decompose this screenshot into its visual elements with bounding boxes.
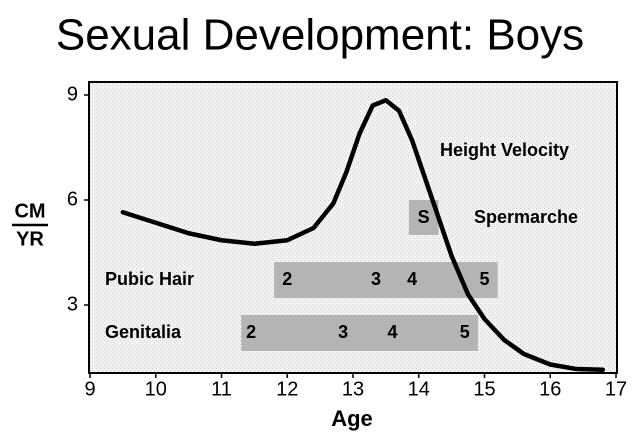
- band-label: Pubic Hair: [105, 269, 194, 289]
- stage-label: 5: [460, 322, 470, 342]
- stage-label: 3: [371, 269, 381, 289]
- stage-label: 3: [338, 322, 348, 342]
- y-tick-label: 6: [67, 188, 78, 210]
- band-label: Genitalia: [105, 322, 182, 342]
- spermarche-label: Spermarche: [474, 207, 578, 227]
- stage-label: 4: [387, 322, 397, 342]
- y-tick-label: 9: [67, 83, 78, 105]
- chart-title: Sexual Development: Boys: [56, 11, 584, 60]
- y-axis-label: CM: [14, 200, 45, 222]
- x-tick-label: 16: [539, 378, 561, 400]
- y-axis-label: YR: [16, 228, 44, 250]
- x-tick-label: 14: [408, 378, 430, 400]
- stage-label: 2: [246, 322, 256, 342]
- stage-label: 2: [282, 269, 292, 289]
- spermarche-marker: S: [418, 207, 430, 227]
- y-tick-label: 3: [67, 293, 78, 315]
- stage-band: [241, 315, 478, 351]
- x-tick-label: 12: [276, 378, 298, 400]
- height-velocity-line: [120, 98, 606, 372]
- x-tick-label: 15: [473, 378, 495, 400]
- x-tick-label: 13: [342, 378, 364, 400]
- stage-label: 5: [479, 269, 489, 289]
- x-tick-label: 9: [84, 378, 95, 400]
- x-axis-label: Age: [331, 406, 373, 431]
- stage-label: 4: [407, 269, 417, 289]
- x-tick-label: 11: [211, 378, 232, 400]
- x-tick-label: 17: [605, 378, 627, 400]
- x-tick-label: 10: [145, 378, 167, 400]
- series-label: Height Velocity: [440, 140, 569, 160]
